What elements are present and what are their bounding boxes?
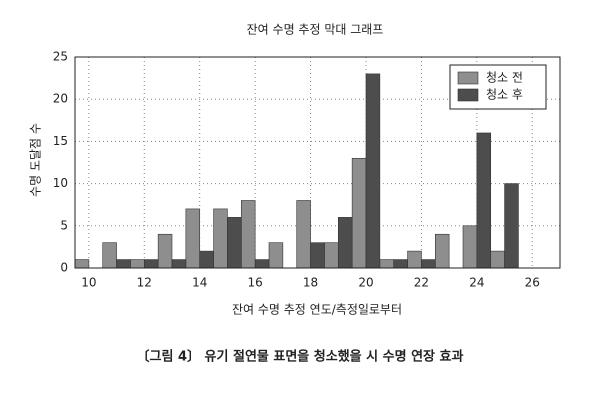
bar (157, 233, 173, 269)
bar (213, 208, 228, 269)
bar (351, 157, 367, 269)
caption: 〔그림 4〕 유기 절연물 표면을 청소했을 시 수명 연장 효과 (137, 349, 464, 365)
x-tick-label: 26 (525, 276, 540, 290)
bar (379, 259, 395, 269)
x-tick-label: 20 (358, 276, 373, 290)
bar (393, 259, 408, 269)
bar (310, 242, 325, 269)
bar (421, 259, 436, 269)
bar (116, 259, 131, 269)
bar (504, 183, 519, 269)
bar (199, 250, 214, 269)
bar (324, 242, 339, 269)
legend-label: 청소 후 (486, 88, 523, 102)
bar (254, 259, 270, 269)
y-tick-label: 0 (60, 261, 68, 275)
y-tick-label: 10 (53, 176, 68, 190)
bar (296, 200, 311, 269)
x-tick-label: 18 (303, 276, 318, 290)
bar (407, 250, 422, 269)
x-tick-label: 16 (248, 276, 263, 290)
y-tick-label: 15 (53, 134, 68, 148)
plot-frame (74, 56, 561, 269)
x-tick-label: 22 (414, 276, 429, 290)
bar (227, 217, 242, 269)
bar (171, 259, 187, 269)
chart-title: 잔여 수명 추정 막대 그래프 (247, 23, 384, 37)
bar (143, 259, 159, 269)
bar (476, 132, 492, 269)
bar (102, 242, 117, 269)
bar (490, 250, 505, 269)
legend-swatch (457, 71, 479, 85)
bar (268, 242, 284, 269)
legend-swatch (457, 88, 479, 102)
x-tick-label: 24 (469, 276, 484, 290)
bar (462, 225, 478, 269)
bar (337, 217, 353, 269)
y-tick-label: 20 (53, 92, 68, 106)
x-tick-label: 12 (137, 276, 152, 290)
y-axis-label: 수명 도달점 수 (29, 123, 43, 197)
bar (434, 233, 450, 269)
bar (130, 259, 145, 269)
bar (74, 259, 90, 269)
x-axis-label: 잔여 수명 추정 연도/측정일로부터 (232, 303, 402, 317)
bar (365, 73, 381, 269)
x-tick-label: 14 (192, 276, 207, 290)
x-tick-label: 10 (81, 276, 96, 290)
y-tick-label: 25 (53, 50, 68, 64)
legend-label: 청소 전 (486, 71, 523, 85)
bar (185, 208, 201, 269)
bar (240, 200, 256, 269)
y-tick-label: 5 (60, 218, 68, 232)
